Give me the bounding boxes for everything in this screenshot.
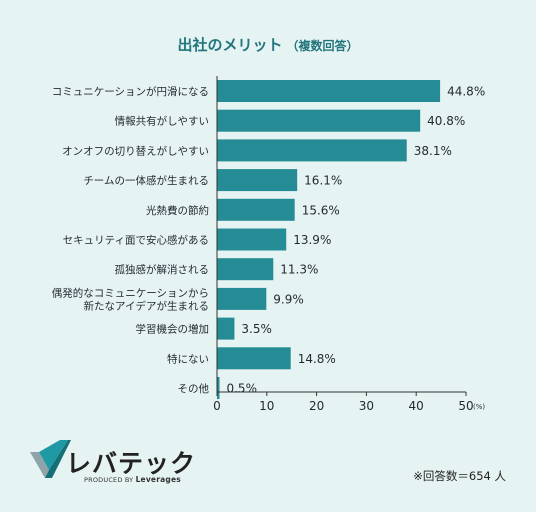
bar-chart: コミュニケーションが円滑になる情報共有がしやすいオンオフの切り替えがしやすいチー… xyxy=(52,76,485,413)
value-label: 44.8% xyxy=(447,85,485,99)
category-label: 特にない xyxy=(167,353,209,365)
x-axis: 0 10 20 30 40 50 (%) xyxy=(213,76,485,413)
chart-title: 出社のメリット （複数回答） xyxy=(0,34,536,55)
category-label: オンオフの切り替えがしやすい xyxy=(62,144,209,157)
bar xyxy=(217,258,274,281)
bar xyxy=(217,109,421,132)
value-label: 0.5% xyxy=(226,382,256,396)
bar xyxy=(217,347,291,370)
bar xyxy=(217,198,295,221)
category-label: 孤独感が解消される xyxy=(115,263,210,276)
logo-tagline: PRODUCED BY Leverages xyxy=(84,475,181,484)
category-label: セキュリティ面で安心感がある xyxy=(63,234,209,247)
bar xyxy=(217,169,298,192)
value-label: 40.8% xyxy=(427,114,465,128)
response-count-note: ※回答数＝654 人 xyxy=(413,469,506,483)
value-label: 3.5% xyxy=(241,322,272,336)
x-axis-unit: (%) xyxy=(473,403,485,411)
chart-title-sub: （複数回答） xyxy=(286,39,359,53)
x-tick-label: 0 xyxy=(213,399,221,413)
x-tick-label: 40 xyxy=(409,399,424,413)
category-label: 光熱費の節約 xyxy=(146,204,209,217)
bar xyxy=(217,317,235,340)
x-tick-label: 20 xyxy=(309,399,324,413)
x-tick-label: 10 xyxy=(259,399,274,413)
bar xyxy=(217,287,267,310)
category-label: 情報共有がしやすい xyxy=(115,115,209,128)
value-label: 11.3% xyxy=(280,263,318,277)
logo-wordmark: レバテック xyxy=(66,449,197,478)
logo-tagline-brand: Leverages xyxy=(135,475,181,484)
bar xyxy=(217,377,220,399)
category-label: コミュニケーションが円滑になる xyxy=(52,85,209,98)
value-label: 9.9% xyxy=(273,292,304,306)
x-tick-label: 30 xyxy=(359,399,374,413)
bars-group xyxy=(217,80,441,399)
logo-tagline-prefix: PRODUCED BY xyxy=(84,476,136,484)
category-label: チームの一体感が生まれる xyxy=(83,174,209,187)
value-label: 38.1% xyxy=(414,144,452,158)
value-label: 16.1% xyxy=(304,174,342,188)
leverages-logo-icon xyxy=(30,440,71,478)
value-label: 15.6% xyxy=(302,203,340,217)
category-labels-group: コミュニケーションが円滑になる情報共有がしやすいオンオフの切り替えがしやすいチー… xyxy=(52,85,210,395)
category-label: 偶発的なコミュニケーションから新たなアイデアが生まれる xyxy=(52,286,209,312)
value-label: 13.9% xyxy=(293,233,331,247)
chart-title-main: 出社のメリット xyxy=(177,36,283,54)
category-label: 学習機会の増加 xyxy=(136,323,210,336)
category-label: その他 xyxy=(178,382,210,395)
bar xyxy=(217,80,441,102)
value-labels-group: 44.8% 40.8% 38.1% 16.1% 15.6% 13.9% 11.3% 9.9% 3… xyxy=(226,85,485,396)
bar xyxy=(217,228,287,251)
bar xyxy=(217,139,407,162)
x-tick-label: 50 xyxy=(458,399,473,413)
value-label: 14.8% xyxy=(298,352,336,366)
